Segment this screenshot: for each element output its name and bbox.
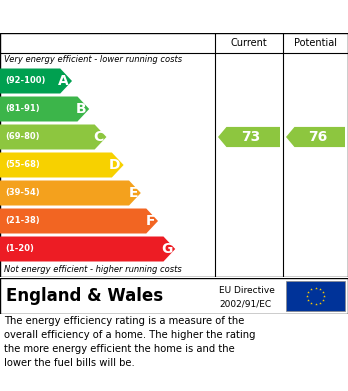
Text: 76: 76 [308, 130, 327, 144]
Text: EU Directive: EU Directive [219, 286, 275, 295]
Text: (39-54): (39-54) [5, 188, 40, 197]
Text: (21-38): (21-38) [5, 217, 40, 226]
Polygon shape [218, 127, 280, 147]
Polygon shape [0, 237, 175, 262]
Text: 2002/91/EC: 2002/91/EC [219, 300, 271, 308]
Polygon shape [0, 152, 124, 178]
Text: Not energy efficient - higher running costs: Not energy efficient - higher running co… [4, 265, 182, 274]
Text: D: D [109, 158, 121, 172]
Polygon shape [286, 127, 345, 147]
Text: A: A [58, 74, 69, 88]
Text: Very energy efficient - lower running costs: Very energy efficient - lower running co… [4, 56, 182, 65]
Text: Potential: Potential [294, 38, 337, 48]
Text: E: E [128, 186, 138, 200]
Polygon shape [0, 124, 106, 149]
Text: Current: Current [231, 38, 267, 48]
Polygon shape [0, 68, 72, 93]
Polygon shape [0, 97, 89, 122]
Text: England & Wales: England & Wales [6, 287, 163, 305]
Text: F: F [145, 214, 155, 228]
Text: 73: 73 [242, 130, 261, 144]
Polygon shape [0, 208, 158, 233]
Text: (69-80): (69-80) [5, 133, 40, 142]
Text: (55-68): (55-68) [5, 160, 40, 170]
Text: Energy Efficiency Rating: Energy Efficiency Rating [9, 9, 219, 23]
Polygon shape [0, 181, 141, 206]
Text: C: C [93, 130, 103, 144]
Text: G: G [161, 242, 172, 256]
Bar [286, 281, 345, 311]
Text: (1-20): (1-20) [5, 244, 34, 253]
Text: (81-91): (81-91) [5, 104, 40, 113]
Text: (92-100): (92-100) [5, 77, 45, 86]
Text: B: B [76, 102, 86, 116]
Text: The energy efficiency rating is a measure of the
overall efficiency of a home. T: The energy efficiency rating is a measur… [4, 316, 255, 368]
